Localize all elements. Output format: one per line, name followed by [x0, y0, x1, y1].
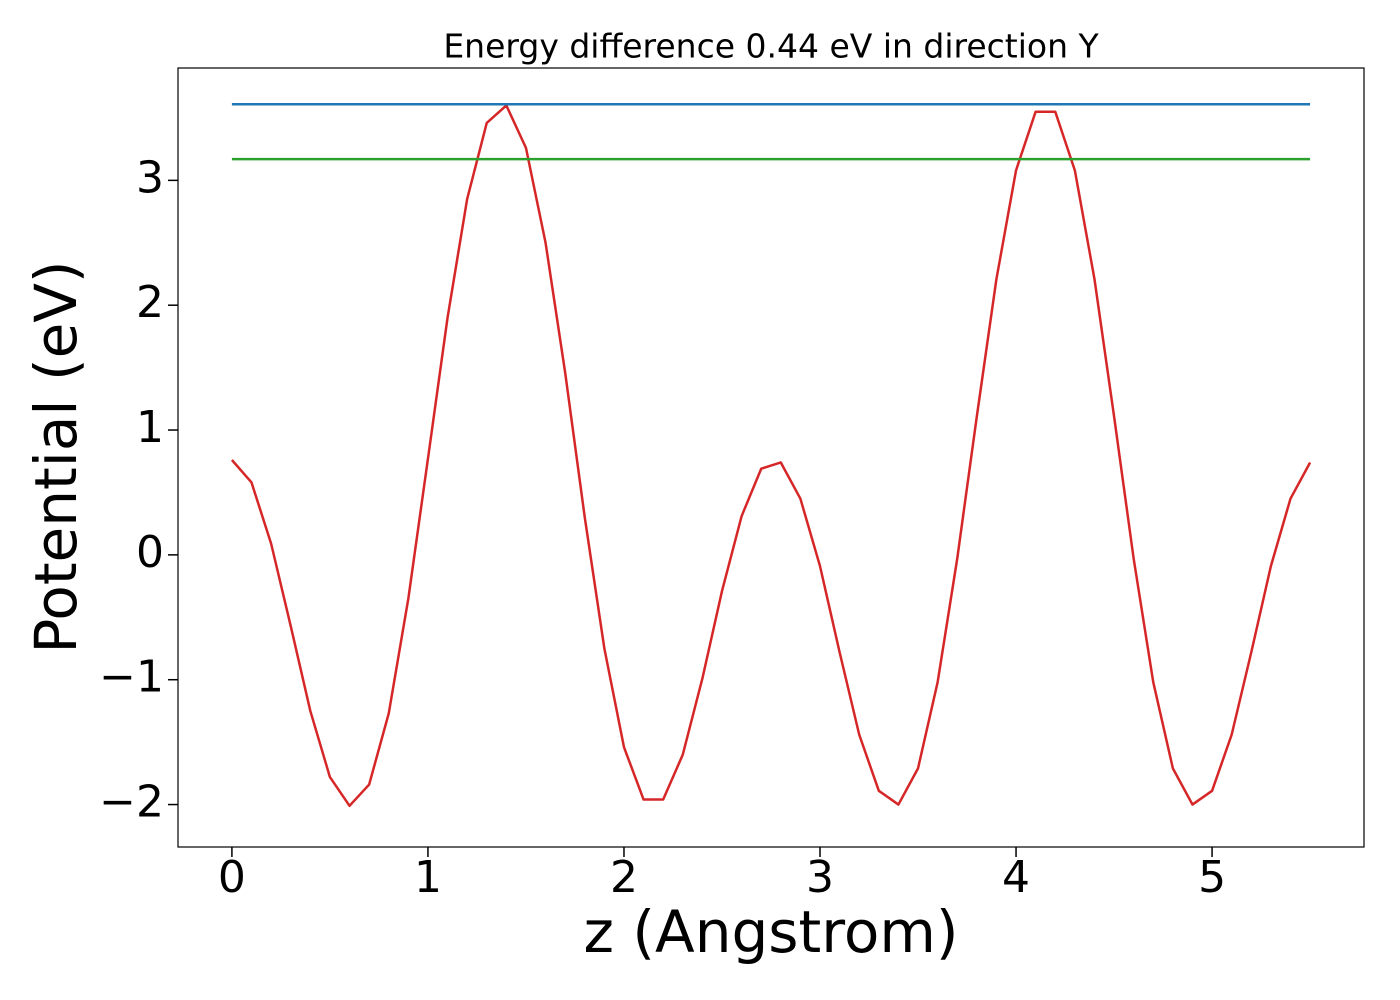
x-tick-label: 2	[610, 852, 638, 903]
y-tick-label: 2	[136, 277, 164, 328]
data-line	[230, 104, 1312, 808]
y-tick-label: 0	[136, 527, 164, 578]
x-tick-label: 4	[1002, 852, 1030, 903]
y-tick-label: 1	[136, 402, 164, 453]
x-tick-label: 0	[218, 852, 246, 903]
x-tick-label: 5	[1198, 852, 1226, 903]
y-axis-label: Potential (eV)	[22, 260, 90, 653]
x-tick-label: 1	[414, 852, 442, 903]
y-tick-label: 3	[136, 152, 164, 203]
y-tick-label: −1	[99, 652, 164, 703]
x-tick-label: 3	[806, 852, 834, 903]
x-axis-label: z (Angstrom)	[584, 898, 959, 966]
y-tick-label: −2	[99, 777, 164, 828]
plot-frame	[177, 67, 1365, 848]
chart-title: Energy difference 0.44 eV in direction Y	[443, 27, 1099, 66]
